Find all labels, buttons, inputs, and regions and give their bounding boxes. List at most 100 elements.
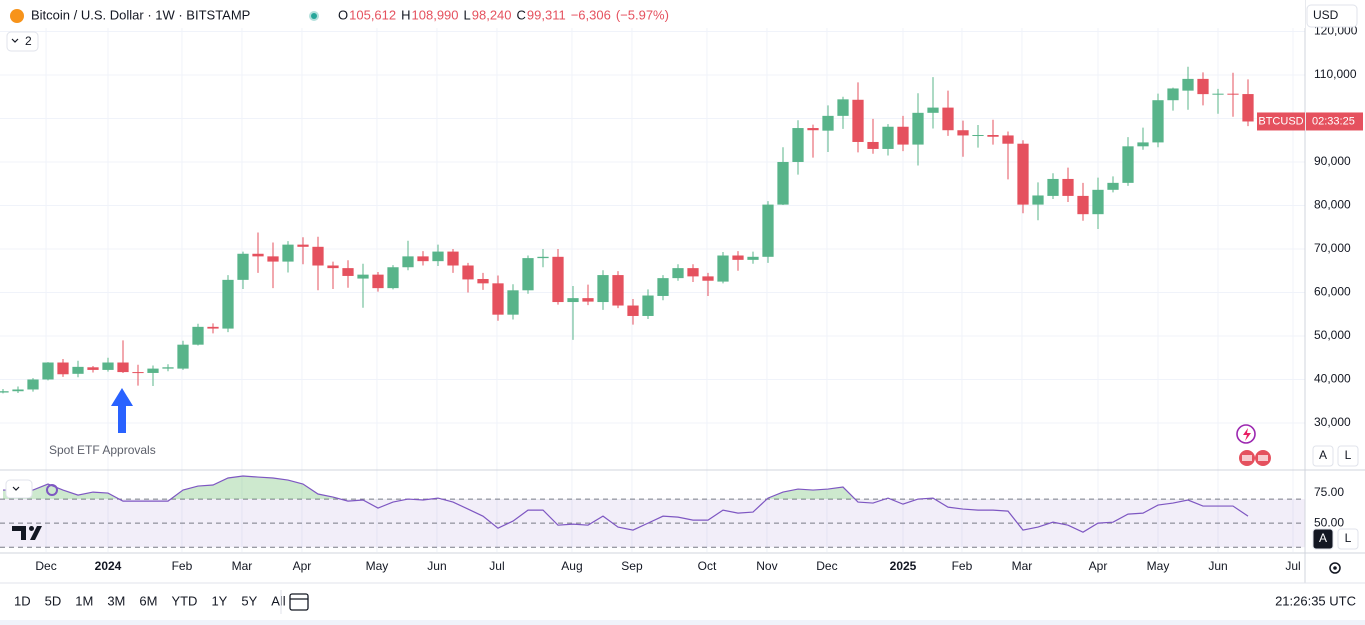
indicator-count[interactable]: 2 bbox=[25, 34, 32, 48]
last-price-symbol: BTCUSD bbox=[1258, 115, 1303, 127]
scale-button-label[interactable]: A bbox=[1319, 448, 1327, 462]
candle-body bbox=[1167, 88, 1179, 101]
rsi-tick-label: 50.00 bbox=[1314, 515, 1344, 529]
candle-body bbox=[567, 298, 579, 303]
date-range-icon[interactable] bbox=[289, 593, 309, 611]
candle-body bbox=[462, 265, 474, 280]
range-button[interactable]: 1Y bbox=[211, 593, 227, 608]
candle-body bbox=[357, 274, 369, 279]
range-button[interactable]: 1D bbox=[14, 593, 31, 608]
candle-body bbox=[792, 128, 804, 162]
candle-body bbox=[402, 256, 414, 268]
scale-button[interactable] bbox=[1312, 528, 1334, 550]
candle-body bbox=[1107, 182, 1119, 190]
bitcoin-icon bbox=[10, 9, 24, 23]
x-tick-label: Jul bbox=[489, 559, 504, 573]
alert-icon[interactable] bbox=[1236, 424, 1256, 444]
candle-body bbox=[1032, 195, 1044, 205]
candle-body bbox=[537, 256, 549, 259]
candle-body bbox=[432, 251, 444, 262]
candle-body bbox=[222, 279, 234, 329]
x-tick-label: Jun bbox=[1208, 559, 1227, 573]
countdown: 02:33:25 bbox=[1312, 115, 1355, 127]
annotation-arrow bbox=[111, 388, 133, 433]
x-tick-label: Dec bbox=[816, 559, 837, 573]
candle-body bbox=[87, 367, 99, 370]
scale-button[interactable] bbox=[1312, 445, 1334, 467]
y-tick-label: 110,000 bbox=[1314, 67, 1357, 81]
candle-body bbox=[522, 258, 534, 291]
range-button[interactable]: 5Y bbox=[241, 593, 257, 608]
scale-button-label[interactable]: L bbox=[1345, 448, 1352, 462]
rsi-collapse[interactable] bbox=[5, 479, 33, 499]
last-price-tag bbox=[1257, 112, 1305, 131]
candle-body bbox=[1062, 178, 1074, 196]
clock[interactable]: 21:26:35 UTC bbox=[1275, 593, 1356, 608]
candle-body bbox=[822, 115, 834, 131]
annotation-text: Spot ETF Approvals bbox=[49, 443, 156, 457]
candle-body bbox=[627, 305, 639, 316]
candle-body bbox=[387, 267, 399, 289]
x-tick-label: May bbox=[1147, 559, 1170, 573]
ohlc-label: O bbox=[338, 7, 348, 22]
scale-button-label[interactable]: L bbox=[1345, 531, 1352, 545]
chevron-icon bbox=[12, 486, 20, 491]
candle-body bbox=[1152, 100, 1164, 143]
scale-button[interactable] bbox=[1337, 528, 1359, 550]
ohlc-label: H bbox=[401, 7, 410, 22]
candle-body bbox=[672, 268, 684, 279]
currency-button[interactable] bbox=[1306, 4, 1358, 28]
event-flag bbox=[1258, 455, 1268, 461]
x-tick-label: May bbox=[366, 559, 389, 573]
range-button[interactable]: 5D bbox=[45, 593, 62, 608]
axes: Dec 2024 Feb Mar Apr May Jun Jul Aug Sep Oct Nov Dec… bbox=[35, 24, 1363, 573]
x-tick-label: Sep bbox=[621, 559, 643, 573]
range-button[interactable]: 6M bbox=[139, 593, 157, 608]
ohlc-label: C bbox=[517, 7, 526, 22]
chevron-icon bbox=[11, 38, 19, 43]
indicators-toggle[interactable] bbox=[6, 31, 39, 52]
range-button[interactable]: All bbox=[271, 593, 286, 608]
candle-body bbox=[117, 362, 129, 373]
y-tick-label: 50,000 bbox=[1314, 328, 1351, 342]
candle-body bbox=[777, 161, 789, 205]
x-tick-label: Mar bbox=[1012, 559, 1033, 573]
candle-body bbox=[1212, 93, 1224, 95]
countdown-tag bbox=[1306, 112, 1363, 131]
rsi-line bbox=[3, 475, 1249, 533]
rsi-tick-label: 75.00 bbox=[1314, 485, 1344, 499]
header-bg bbox=[0, 0, 1305, 28]
candle-body bbox=[342, 268, 354, 276]
candle-body bbox=[417, 256, 429, 262]
candle-body bbox=[477, 278, 489, 284]
x-tick-label: Apr bbox=[293, 559, 312, 573]
currency-label[interactable]: USD bbox=[1313, 8, 1339, 22]
candle-body bbox=[972, 135, 984, 137]
candle-body bbox=[597, 275, 609, 303]
rsi-background bbox=[0, 498, 1305, 548]
scale-button[interactable] bbox=[1337, 445, 1359, 467]
range-button[interactable]: YTD bbox=[171, 593, 197, 608]
candle-body bbox=[492, 283, 504, 315]
candle-body bbox=[1092, 189, 1104, 215]
x-tick-label: 2024 bbox=[95, 559, 122, 573]
range-button[interactable]: 3M bbox=[107, 593, 125, 608]
candle-body bbox=[837, 99, 849, 116]
symbol-title[interactable]: Bitcoin / U.S. Dollar · 1W · BITSTAMP bbox=[31, 7, 250, 22]
range-button[interactable]: 1M bbox=[75, 593, 93, 608]
ohlc-value: 99,311 bbox=[527, 7, 566, 22]
candle-body bbox=[657, 278, 669, 296]
candle-body bbox=[147, 368, 159, 373]
settings-icon[interactable] bbox=[1329, 562, 1341, 574]
y-tick-label: 80,000 bbox=[1314, 198, 1351, 212]
candle-body bbox=[987, 135, 999, 137]
candle-body bbox=[1077, 195, 1089, 215]
scale-button-label[interactable]: A bbox=[1319, 531, 1327, 545]
event-flag bbox=[1242, 455, 1252, 461]
candle-body bbox=[867, 141, 879, 149]
candle-body bbox=[927, 107, 939, 113]
candle-body bbox=[162, 367, 174, 369]
x-tick-label: Feb bbox=[172, 559, 193, 573]
bottom-strip bbox=[0, 620, 1365, 625]
candle-body bbox=[132, 372, 144, 374]
